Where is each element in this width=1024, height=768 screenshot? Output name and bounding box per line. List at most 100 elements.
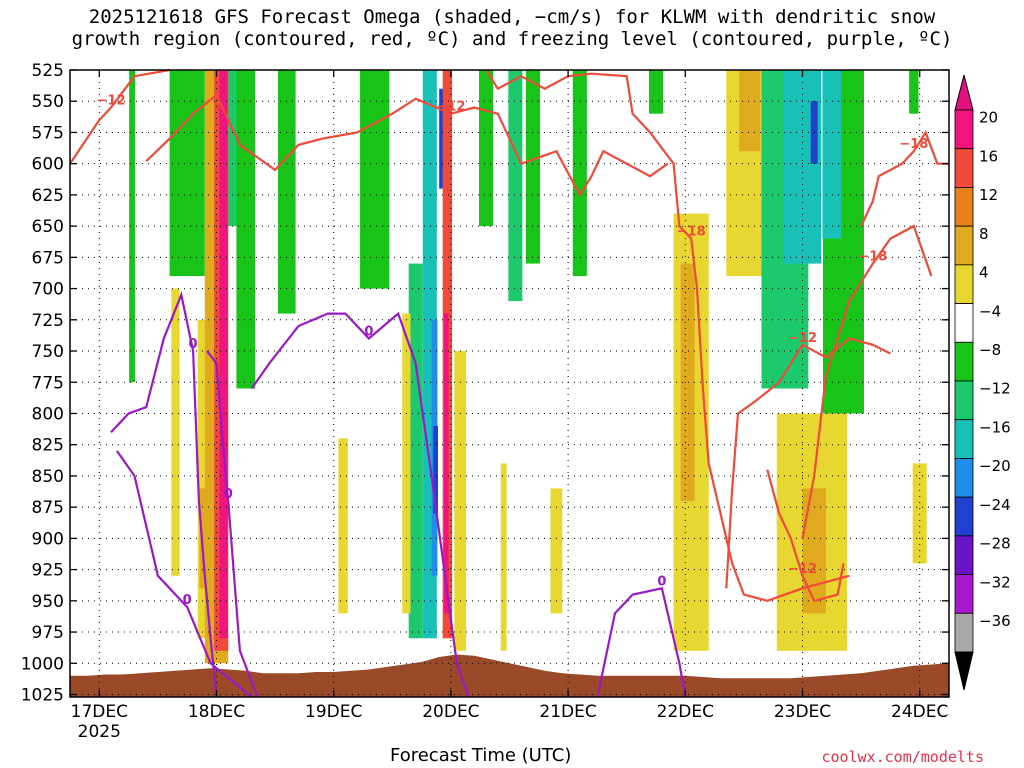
dgz-contour-label-0: −12 [97,93,126,108]
colorbar-box-1 [954,148,974,188]
omega-region-9 [219,70,228,639]
y-tick-label-7: 700 [32,280,64,300]
omega-region-11 [338,438,348,614]
chart-title: 2025121618 GFS Forecast Omega (shaded, −… [0,6,1024,50]
y-tick-label-6: 675 [32,248,64,268]
colorbar-box-4 [954,264,974,304]
omega-region-13 [408,263,423,639]
y-tick-label-20: 1025 [21,686,64,706]
omega-region-18 [439,88,444,189]
dgz-contour-line-3 [725,337,891,589]
omega-region-37 [822,70,842,239]
x-tick-label-0: 17DEC [71,702,128,722]
y-tick-label-5: 650 [32,217,64,237]
omega-region-40 [802,488,826,614]
y-tick-label-18: 975 [32,623,64,643]
dgz-contour-line-2 [485,69,850,602]
omega-region-24 [525,70,540,264]
colorbar-box-5 [954,303,974,343]
colorbar-label-10: −24 [979,496,1011,514]
dgz-contour-label-5: −12 [788,562,817,577]
omega-region-38 [909,70,919,114]
y-tick-label-19: 1000 [21,654,64,674]
freezing-contour-label-4: 0 [657,574,666,589]
omega-region-22 [479,70,494,227]
colorbar-box-11 [954,535,974,575]
dgz-contour-label-3: −12 [788,331,817,346]
colorbar-box-12 [954,574,974,614]
dgz-contour-line-5 [766,469,845,603]
freezing-contour-label-0: 0 [189,337,198,352]
colorbar-box-7 [954,380,974,421]
colorbar-label-2: 12 [979,186,998,204]
omega-region-4 [236,70,256,389]
omega-region-21 [454,351,467,651]
plot-frame [69,69,950,698]
y-tick-label-2: 575 [32,123,64,143]
colorbar-box-2 [954,187,974,227]
colorbar-box-13 [954,612,974,653]
x-axis-label: Forecast Time (UTC) [390,745,572,766]
title-line-2: growth region (contoured, red, ºC) and f… [71,28,953,50]
y-tick-label-0: 525 [32,61,64,81]
y-tick-label-9: 750 [32,342,64,362]
colorbar-label-9: −20 [979,457,1011,475]
x-tick-label-1: 18DEC [188,702,245,722]
y-tick-label-3: 600 [32,155,64,175]
omega-region-20 [443,313,449,614]
freezing-contour-line-0 [110,291,218,698]
colorbar-label-7: −12 [979,380,1011,398]
freezing-contour-line-3 [206,350,259,698]
colorbar-label-11: −28 [979,535,1011,553]
y-tick-label-16: 925 [32,561,64,581]
x-tick-label-6: 23DEC [774,702,831,722]
colorbar-label-8: −16 [979,418,1011,436]
credit-link[interactable]: coolwx.com/modelts [821,748,984,766]
omega-region-14 [402,313,411,614]
x-tick-year-label: 2025 [78,722,121,742]
freezing-contour-line-4 [596,586,687,698]
omega-region-28 [648,70,664,114]
y-tick-label-17: 950 [32,592,64,612]
omega-region-17 [433,425,439,514]
terrain-surface [70,654,949,697]
x-tick-label-7: 24DEC [891,702,948,722]
y-tick-label-13: 850 [32,467,64,487]
y-tick-label-8: 725 [32,311,64,331]
colorbar-box-6 [954,341,974,382]
omega-region-2 [171,288,180,576]
x-tick-label-5: 22DEC [657,702,714,722]
y-tick-label-4: 625 [32,186,64,206]
dgz-contour-line-0 [69,68,170,165]
dgz-contour-line-4 [801,224,933,539]
freezing-contour-line-2 [250,311,470,698]
y-tick-label-14: 875 [32,498,64,518]
dgz-contour-label-6: −18 [899,137,928,152]
dgz-contour-line-6 [860,130,949,227]
colorbar-label-6: −8 [979,341,1001,359]
dgz-contour-label-2: −18 [677,225,706,240]
x-tick-label-3: 20DEC [422,702,479,722]
title-line-1: 2025121618 GFS Forecast Omega (shaded, −… [88,6,936,28]
omega-region-1 [169,70,205,277]
colorbar-box-9 [954,458,974,498]
y-tick-label-12: 825 [32,436,64,456]
omega-region-10 [278,70,296,314]
omega-region-5 [197,319,208,639]
colorbar-label-12: −32 [979,573,1011,591]
omega-region-30 [680,263,695,501]
omega-region-0 [129,70,136,383]
freezing-contour-label-2: 0 [364,325,373,340]
dgz-contour-label-4: −18 [858,250,887,265]
colorbar-label-13: −36 [979,612,1011,630]
y-tick-label-10: 775 [32,373,64,393]
freezing-contour-line-1 [116,450,253,698]
colorbar-box-10 [954,496,974,537]
dgz-contour-line-1 [145,93,669,198]
colorbar-label-1: 16 [979,147,998,165]
colorbar-label-4: 4 [979,264,989,282]
omega-region-12 [360,70,390,289]
y-tick-label-11: 800 [32,404,64,424]
y-tick-label-1: 550 [32,92,64,112]
